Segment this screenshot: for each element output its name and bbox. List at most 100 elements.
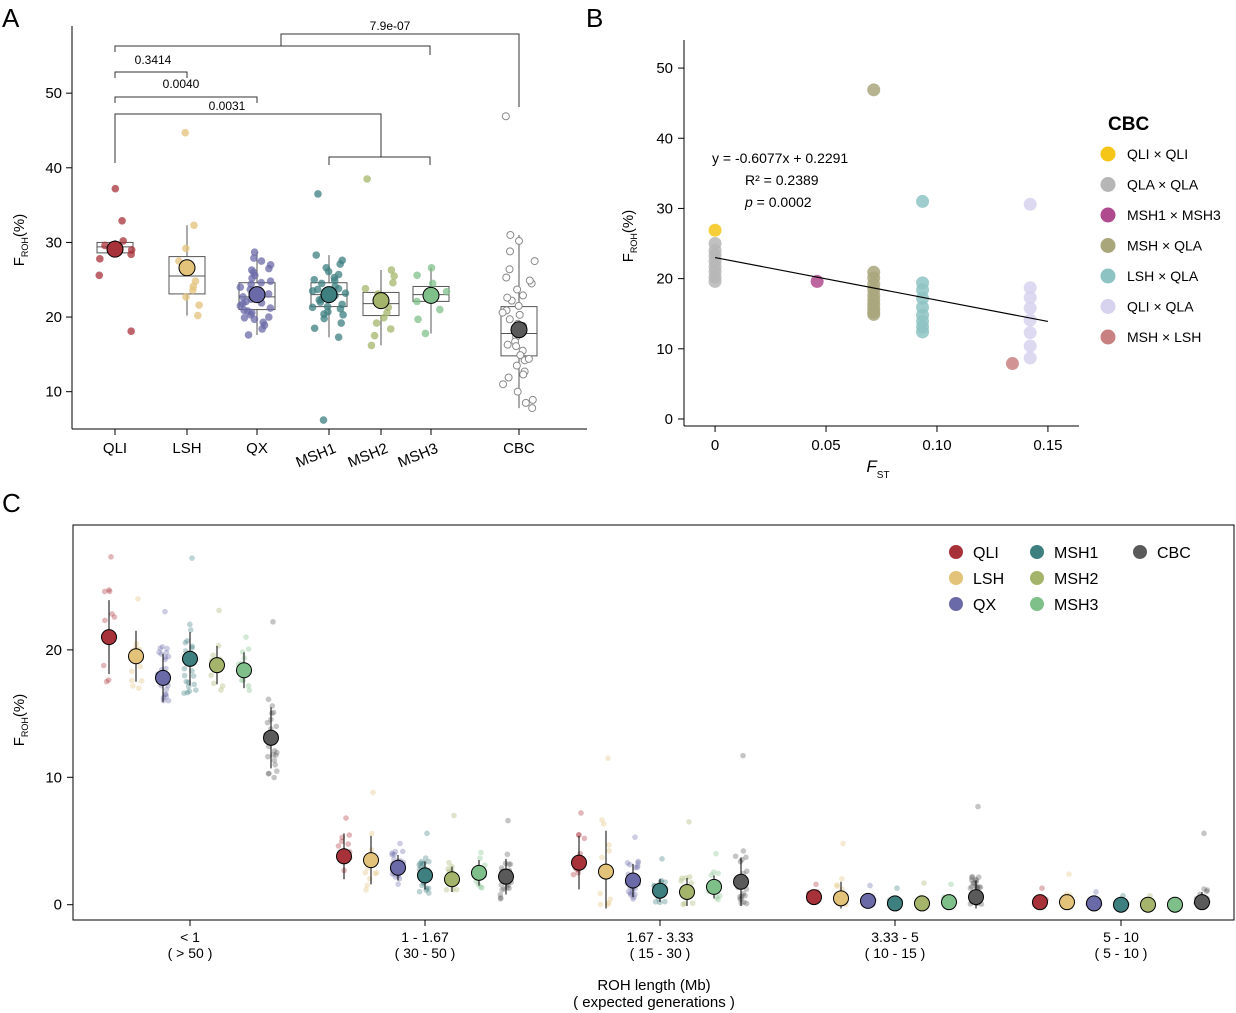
panel-c-mean-marker	[101, 629, 117, 646]
panel-c-jitter-point	[218, 687, 224, 693]
panel-c-jitter-point	[272, 761, 278, 768]
panel-c-jitter-point	[1204, 887, 1211, 893]
panel-c-mean-marker	[860, 892, 876, 909]
panel-c-jitter-point	[190, 673, 197, 679]
panel-a-point	[337, 319, 346, 327]
panel-c-jitter-point	[737, 896, 743, 902]
panel-a-points	[95, 112, 539, 424]
panel-a-point	[334, 284, 343, 293]
panel-b-point	[867, 307, 881, 321]
panel-c-mean-marker	[598, 863, 614, 880]
panel-c-jitter-point	[504, 851, 511, 858]
panel-a-point	[310, 324, 319, 333]
panel-a-point	[363, 175, 371, 183]
panel-c-jitter-point	[679, 875, 685, 881]
panel-c-jitter-point	[346, 832, 353, 838]
panel-c-jitter-point	[363, 886, 369, 893]
panel-c-jitter-point	[343, 815, 349, 821]
panel-b-legend-title: CBC	[1108, 114, 1149, 135]
panel-b-point	[708, 274, 722, 288]
panel-c-x-tick-sublabel: ( 5 - 10 )	[1095, 945, 1148, 961]
panel-c-jitter-point	[265, 753, 271, 760]
panel-c-mean-marker	[1059, 894, 1075, 911]
panel-c-jitter-point	[238, 677, 245, 684]
panel-c-jitter-point	[389, 850, 395, 856]
panel-c-jitter-point	[419, 882, 425, 889]
panel-c-jitter-point	[420, 860, 426, 867]
panel-c-jitter-point	[181, 665, 188, 672]
panel-a-mean-marker	[178, 259, 196, 277]
panel-c-jitter-point	[477, 855, 483, 861]
panel-a-x-tick-label: MSH2	[345, 440, 390, 471]
panel-c-jitter-point	[184, 689, 191, 696]
panel-a-point	[266, 277, 275, 286]
panel-c-jitter-point	[396, 875, 403, 882]
panel-c-jitter-point	[162, 654, 168, 661]
panel-c-jitter-point	[575, 870, 581, 876]
panel-c-legend-label: QLI	[973, 545, 999, 562]
panel-c-jitter-point	[265, 696, 272, 703]
panel-b-legend-swatch	[1100, 177, 1116, 192]
panel-a-ylabel-sub: ROH	[20, 237, 30, 257]
panel-a-point	[525, 276, 534, 285]
panel-c-jitter-point	[732, 853, 739, 860]
panel-c-jitter-point	[1203, 888, 1210, 895]
panel-a-y-tick-label: 50	[45, 85, 62, 102]
panel-c-jitter-point	[443, 886, 450, 893]
panel-c-jitter-point	[246, 687, 253, 694]
panel-b-pvalue: p = 0.0002	[744, 194, 812, 210]
panel-c-xlabel-line1: ROH length (Mb)	[597, 977, 710, 994]
panel-a-mean-marker	[248, 286, 266, 304]
panel-b-x-tick-label: 0.10	[922, 437, 951, 454]
panel-c-jitter-point	[368, 847, 375, 853]
panel-a-mean-marker	[510, 321, 528, 339]
panel-a-bracket	[114, 45, 257, 52]
panel-c-mean-marker	[336, 848, 352, 865]
panel-c-jitter-point	[499, 886, 505, 893]
panel-a-point	[505, 315, 514, 324]
panel-c-jitter-point	[454, 886, 460, 893]
panel-c-ylabel-unit: (%)	[11, 694, 28, 717]
panel-a-bracket-label: 0.3414	[135, 53, 172, 67]
panel-c-jitter-point	[421, 860, 428, 866]
panel-c-jitter-point	[138, 678, 145, 684]
panel-a-point	[320, 310, 328, 318]
panel-a-bracket-group	[328, 156, 431, 165]
panel-b-legend-swatch	[1100, 207, 1116, 223]
panel-c-jitter-point	[157, 645, 163, 652]
panel-c-jitter-point	[628, 892, 634, 898]
panel-c-jitter-point	[973, 877, 980, 884]
panel-b-ylabel: FROH(%)	[620, 210, 639, 263]
panel-c-jitter-point	[418, 858, 425, 865]
panel-c-jitter-point	[162, 608, 168, 615]
panel-c-jitter-point	[743, 854, 749, 861]
panel-a-point	[513, 285, 522, 294]
panel-b-xlabel-sub: ST	[877, 470, 890, 481]
panel-c-jitter-point	[634, 864, 641, 871]
panel-b-points	[708, 83, 1037, 371]
panel-c-jitter-point	[219, 683, 226, 689]
panel-c-jitter-point	[630, 896, 636, 902]
panel-b-point	[916, 194, 930, 208]
panel-c-jitter-point	[1093, 889, 1099, 895]
panel-a-point	[521, 398, 530, 407]
panel-c-jitter-point	[425, 890, 432, 896]
panel-b-ylabel-unit: (%)	[620, 210, 637, 233]
panel-b-y-tick-label: 20	[656, 271, 673, 288]
panel-c-jitter-point	[109, 611, 115, 617]
panel-c-jitter-point	[634, 863, 641, 869]
panel-b-point	[1023, 197, 1037, 211]
panel-c-jitter-point	[894, 885, 900, 891]
panel-b-r2: R² = 0.2389	[745, 172, 819, 188]
panel-c-jitter-point	[187, 627, 194, 633]
panel-c-jitter-point	[678, 878, 684, 884]
panel-a-bracket-top	[280, 33, 520, 107]
panel-a-point	[379, 314, 388, 322]
panel-a-point	[506, 230, 515, 239]
panel-c-mean-marker	[263, 729, 279, 746]
panel-c-jitter-point	[399, 848, 406, 855]
panel-c-jitter-point	[274, 768, 280, 774]
panel-c-x-tick-sublabel: ( 10 - 15 )	[865, 945, 926, 961]
panel-c-mean-marker	[806, 889, 822, 906]
